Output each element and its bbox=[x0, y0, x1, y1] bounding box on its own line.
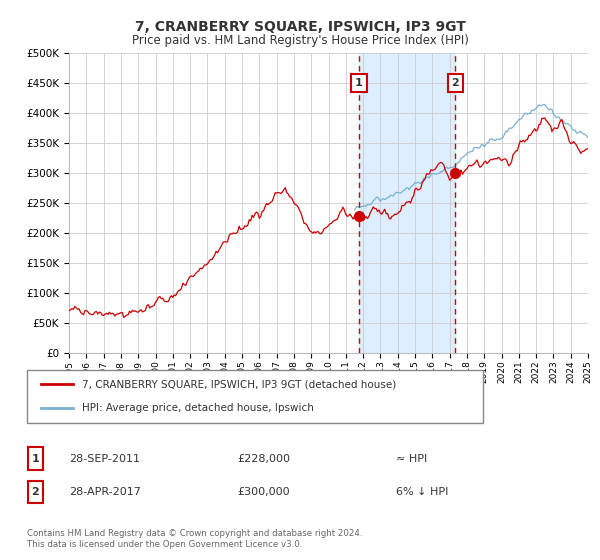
Bar bbox=[359, 53, 455, 353]
Text: 1: 1 bbox=[32, 454, 39, 464]
Text: 6% ↓ HPI: 6% ↓ HPI bbox=[396, 487, 448, 497]
Text: ≈ HPI: ≈ HPI bbox=[396, 454, 427, 464]
FancyBboxPatch shape bbox=[27, 370, 483, 423]
Text: £228,000: £228,000 bbox=[237, 454, 290, 464]
Text: £300,000: £300,000 bbox=[237, 487, 290, 497]
Text: HPI: Average price, detached house, Ipswich: HPI: Average price, detached house, Ipsw… bbox=[82, 403, 314, 413]
Text: 28-APR-2017: 28-APR-2017 bbox=[69, 487, 141, 497]
Text: 1: 1 bbox=[355, 78, 362, 88]
Text: Contains HM Land Registry data © Crown copyright and database right 2024.
This d: Contains HM Land Registry data © Crown c… bbox=[27, 529, 362, 549]
Text: Price paid vs. HM Land Registry's House Price Index (HPI): Price paid vs. HM Land Registry's House … bbox=[131, 34, 469, 46]
FancyBboxPatch shape bbox=[28, 481, 43, 503]
Text: 2: 2 bbox=[451, 78, 459, 88]
Text: 2: 2 bbox=[32, 487, 39, 497]
Text: 7, CRANBERRY SQUARE, IPSWICH, IP3 9GT: 7, CRANBERRY SQUARE, IPSWICH, IP3 9GT bbox=[134, 20, 466, 34]
FancyBboxPatch shape bbox=[28, 447, 43, 470]
Text: 7, CRANBERRY SQUARE, IPSWICH, IP3 9GT (detached house): 7, CRANBERRY SQUARE, IPSWICH, IP3 9GT (d… bbox=[82, 380, 396, 390]
Text: 28-SEP-2011: 28-SEP-2011 bbox=[69, 454, 140, 464]
